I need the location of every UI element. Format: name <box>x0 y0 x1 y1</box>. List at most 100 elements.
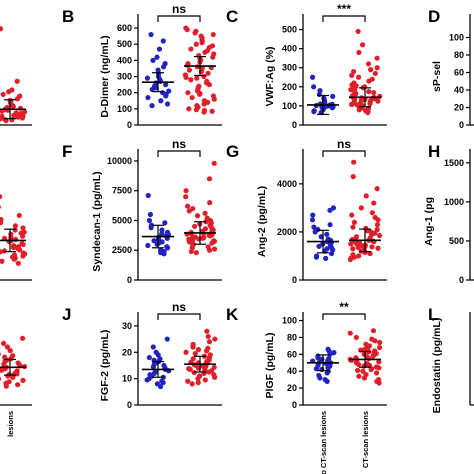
data-point <box>327 207 333 213</box>
y-tick-label: 60 <box>454 68 464 78</box>
data-point <box>377 93 383 99</box>
data-point <box>158 98 164 104</box>
y-tick-label: 600 <box>117 23 132 33</box>
data-point <box>324 378 330 384</box>
data-point <box>10 374 16 381</box>
data-point <box>148 31 154 38</box>
data-point <box>370 353 376 359</box>
data-point <box>4 344 11 350</box>
data-point <box>0 340 7 346</box>
panel-F: F 0 2500 5000 7500 10000 Syndecan-1 (pg/mL) ns <box>62 137 222 285</box>
data-point <box>0 26 4 32</box>
data-point <box>372 338 378 344</box>
data-point <box>212 246 218 252</box>
data-point <box>309 217 316 223</box>
data-point <box>371 89 377 96</box>
data-point <box>6 89 12 95</box>
panel-letter: L <box>428 305 438 324</box>
y-axis-label: Syndecan-1 (pg/mL) <box>91 171 103 271</box>
data-point <box>309 74 316 80</box>
y-tick-label: 30 <box>122 321 132 331</box>
panel-letter: D <box>428 7 440 26</box>
data-point <box>376 359 382 365</box>
data-point <box>376 365 382 371</box>
data-point <box>316 243 322 249</box>
data-point <box>376 232 383 239</box>
data-point <box>356 107 362 113</box>
y-axis-label: Ang-1 (pg <box>423 197 435 246</box>
data-point <box>210 31 216 38</box>
y-tick-label: 10000 <box>107 156 132 166</box>
data-point <box>7 348 13 354</box>
data-point <box>363 193 369 199</box>
significance-bracket <box>322 150 366 157</box>
data-point <box>15 260 21 266</box>
data-point <box>1 248 8 254</box>
data-point <box>329 105 335 111</box>
y-tick-label: 20 <box>454 103 464 113</box>
panel-partial-4 <box>0 194 32 281</box>
y-axis-label: D-Dimer (ng/mL) <box>99 35 111 117</box>
panel-H: H 0 500 1000 1500 Ang-1 (pg <box>423 142 474 285</box>
data-point <box>327 222 333 228</box>
data-point <box>331 350 337 356</box>
y-tick-label: 40 <box>454 85 464 95</box>
data-point <box>211 160 217 166</box>
panel-C: C 0 100 200 300 400 500 VWF:Ag (%) *** <box>226 2 387 130</box>
data-point <box>188 46 194 52</box>
data-point <box>20 225 26 231</box>
x-tick-label: lesions <box>6 411 15 437</box>
significance-label: *** <box>337 2 351 16</box>
data-point <box>183 194 189 200</box>
panel-letter: G <box>226 142 239 161</box>
data-point <box>201 109 207 115</box>
data-point <box>144 377 150 383</box>
data-point <box>17 105 24 111</box>
data-point <box>349 101 355 107</box>
data-point <box>375 217 381 223</box>
data-point <box>311 84 317 90</box>
data-point <box>207 233 213 239</box>
data-point <box>14 78 20 84</box>
data-point <box>377 339 383 346</box>
data-point <box>376 344 383 351</box>
y-axis-label: sP-sel <box>431 61 443 92</box>
data-point <box>349 72 355 78</box>
data-point <box>192 30 198 36</box>
data-point <box>350 174 356 180</box>
data-point <box>151 238 157 244</box>
panel-letter: J <box>62 305 71 324</box>
data-point <box>154 54 160 60</box>
data-point <box>189 381 195 387</box>
data-point <box>12 223 19 229</box>
panel-letter: K <box>226 305 239 324</box>
data-point <box>150 364 157 370</box>
data-point <box>150 57 156 63</box>
data-point <box>193 41 199 47</box>
y-tick-label: 40 <box>287 366 297 376</box>
data-point <box>212 374 218 380</box>
data-point <box>183 188 189 194</box>
data-point <box>375 98 381 104</box>
data-point <box>372 70 378 77</box>
data-point <box>0 205 1 210</box>
data-point <box>0 116 3 122</box>
significance-bracket <box>322 15 366 22</box>
data-point <box>146 354 152 361</box>
y-tick-label: 5000 <box>112 215 132 225</box>
y-tick-label: 7500 <box>112 186 132 196</box>
y-tick-label: 2500 <box>112 245 132 255</box>
y-tick-label: 60 <box>287 349 297 359</box>
data-point <box>15 114 21 120</box>
data-point <box>206 369 212 375</box>
data-point <box>191 369 197 376</box>
data-point <box>374 65 380 71</box>
y-tick-label: 200 <box>282 82 297 92</box>
data-point <box>11 245 17 251</box>
data-point <box>149 103 155 109</box>
data-point <box>374 186 380 192</box>
data-point <box>3 118 9 124</box>
y-tick-label: 4000 <box>277 179 297 189</box>
data-point <box>311 109 317 115</box>
